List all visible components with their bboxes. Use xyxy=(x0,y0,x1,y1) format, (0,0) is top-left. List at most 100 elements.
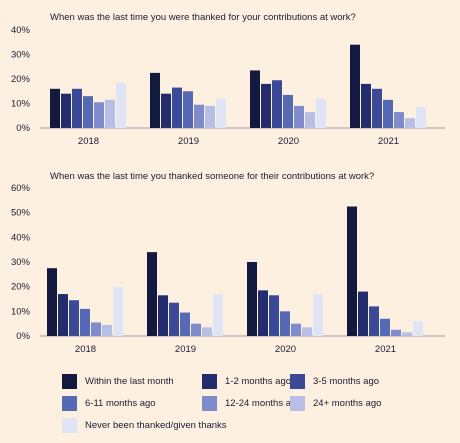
legend-swatch xyxy=(62,418,77,433)
legend-label: Within the last month xyxy=(85,376,174,387)
chart-1-bar xyxy=(394,112,404,128)
chart-2-ytick-label: 20% xyxy=(11,282,31,293)
chart-2-bar xyxy=(291,323,301,336)
chart-1-ytick-label: 30% xyxy=(11,50,31,61)
legend-swatch xyxy=(62,396,77,411)
chart-2-bar xyxy=(80,308,90,336)
legend-label: 3-5 months ago xyxy=(313,376,380,387)
chart-2-bar xyxy=(402,332,412,336)
chart-1-bar xyxy=(83,96,93,128)
chart-2-category-label: 2021 xyxy=(375,344,396,355)
chart-2-bar xyxy=(91,322,101,336)
legend-label: 1-2 months ago xyxy=(225,376,292,387)
chart-1-bar xyxy=(350,44,360,129)
chart-2-bar xyxy=(269,295,279,336)
chart-1-bar xyxy=(405,118,415,128)
chart-1-bar xyxy=(72,88,82,128)
chart-1-category-label: 2021 xyxy=(378,136,399,147)
chart-1-bar xyxy=(261,83,271,128)
charts-svg: 0% 10% 20% 30% 40% 2018 2019 2020 2021 0% 10% 20% 30… xyxy=(11,25,445,355)
chart-2-bar xyxy=(213,294,223,336)
legend-swatch xyxy=(290,374,305,389)
chart-2-title: When was the last time you thanked someo… xyxy=(50,171,375,182)
legend-label: Never been thanked/given thanks xyxy=(85,420,227,431)
chart-1-bar xyxy=(316,98,326,128)
chart-2-bar xyxy=(347,206,357,336)
chart-1-bar xyxy=(383,99,393,128)
chart-2-bar xyxy=(113,286,123,336)
chart-2-ytick-label: 60% xyxy=(11,183,31,194)
legend-swatch xyxy=(62,374,77,389)
chart-1-bar xyxy=(216,98,226,128)
legend-item: 3-5 months ago xyxy=(290,374,379,389)
chart-1-bar xyxy=(205,105,215,128)
chart-2-bar xyxy=(69,300,79,336)
chart-1-title: When was the last time you were thanked … xyxy=(50,12,356,23)
chart-2-category-label: 2020 xyxy=(275,344,296,355)
chart-1-bar xyxy=(50,88,60,128)
chart-2-ytick-label: 30% xyxy=(11,257,31,268)
chart-1-ytick-label: 20% xyxy=(11,74,31,85)
legend-item: 1-2 months ago xyxy=(202,374,291,389)
chart-1-bar xyxy=(294,105,304,128)
chart-2-ytick-label: 10% xyxy=(11,306,31,317)
chart-1-bar xyxy=(105,99,115,128)
chart-1-bar xyxy=(250,70,260,128)
chart-1-ytick-label: 10% xyxy=(11,99,31,110)
chart-1-bar xyxy=(305,112,315,128)
legend-item: 24+ months ago xyxy=(290,396,381,411)
chart-2-ytick-label: 0% xyxy=(16,331,30,342)
chart-2-bar xyxy=(202,327,212,336)
chart-1-bar xyxy=(172,87,182,128)
chart-1-bar xyxy=(372,88,382,128)
legend-swatch xyxy=(202,396,217,411)
legend-label: 6-11 months ago xyxy=(85,398,156,409)
chart-2-bar xyxy=(147,252,157,336)
legend-item: 12-24 months ago xyxy=(202,396,302,411)
chart-2-bar xyxy=(102,324,112,336)
chart-1-bar xyxy=(61,93,71,128)
chart-2-bar xyxy=(180,312,190,336)
legend-label: 12-24 months ago xyxy=(225,398,302,409)
legend-swatch xyxy=(290,396,305,411)
legend-label: 24+ months ago xyxy=(313,398,382,409)
chart-1-bar xyxy=(194,104,204,128)
chart-1-bar xyxy=(116,82,126,128)
chart-2-bar xyxy=(47,268,57,336)
chart-2-ytick-label: 50% xyxy=(11,208,31,219)
chart-1-bar xyxy=(161,93,171,128)
chart-2-bar xyxy=(247,262,257,336)
chart-2-bar xyxy=(191,323,201,336)
chart-2-bar xyxy=(58,294,68,336)
chart-2-bar xyxy=(358,291,368,336)
chart-1-ytick-label: 0% xyxy=(16,123,30,134)
chart-1-category-label: 2020 xyxy=(278,136,299,147)
chart-2-bar xyxy=(380,318,390,336)
chart-2-bar xyxy=(313,294,323,336)
legend-item: 6-11 months ago xyxy=(62,396,156,411)
chart-2-category-label: 2019 xyxy=(175,344,196,355)
chart-2-ytick-label: 40% xyxy=(11,232,31,243)
legend-swatch xyxy=(202,374,217,389)
chart-1-bar xyxy=(94,102,104,128)
chart-1-bar xyxy=(361,83,371,128)
chart-2-bar xyxy=(302,327,312,336)
chart-2-bar xyxy=(158,295,168,336)
legend-item: Never been thanked/given thanks xyxy=(62,418,227,433)
legend-item: Within the last month xyxy=(62,374,174,389)
chart-2-bar xyxy=(369,306,379,336)
chart-1-category-label: 2018 xyxy=(78,136,99,147)
chart-1-bar xyxy=(272,80,282,128)
chart-1-bar xyxy=(283,94,293,128)
chart-1-bar xyxy=(183,91,193,128)
chart-2-bar xyxy=(413,321,423,336)
chart-1-bar xyxy=(150,72,160,128)
chart-2-bar xyxy=(280,311,290,336)
chart-2-category-label: 2018 xyxy=(75,344,96,355)
chart-2-bar xyxy=(258,290,268,336)
chart-1-ytick-label: 40% xyxy=(11,25,31,36)
legend: Within the last month 1-2 months ago 3-5 m… xyxy=(62,374,442,436)
chart-1-bar xyxy=(416,107,426,128)
chart-2-bar xyxy=(391,329,401,336)
